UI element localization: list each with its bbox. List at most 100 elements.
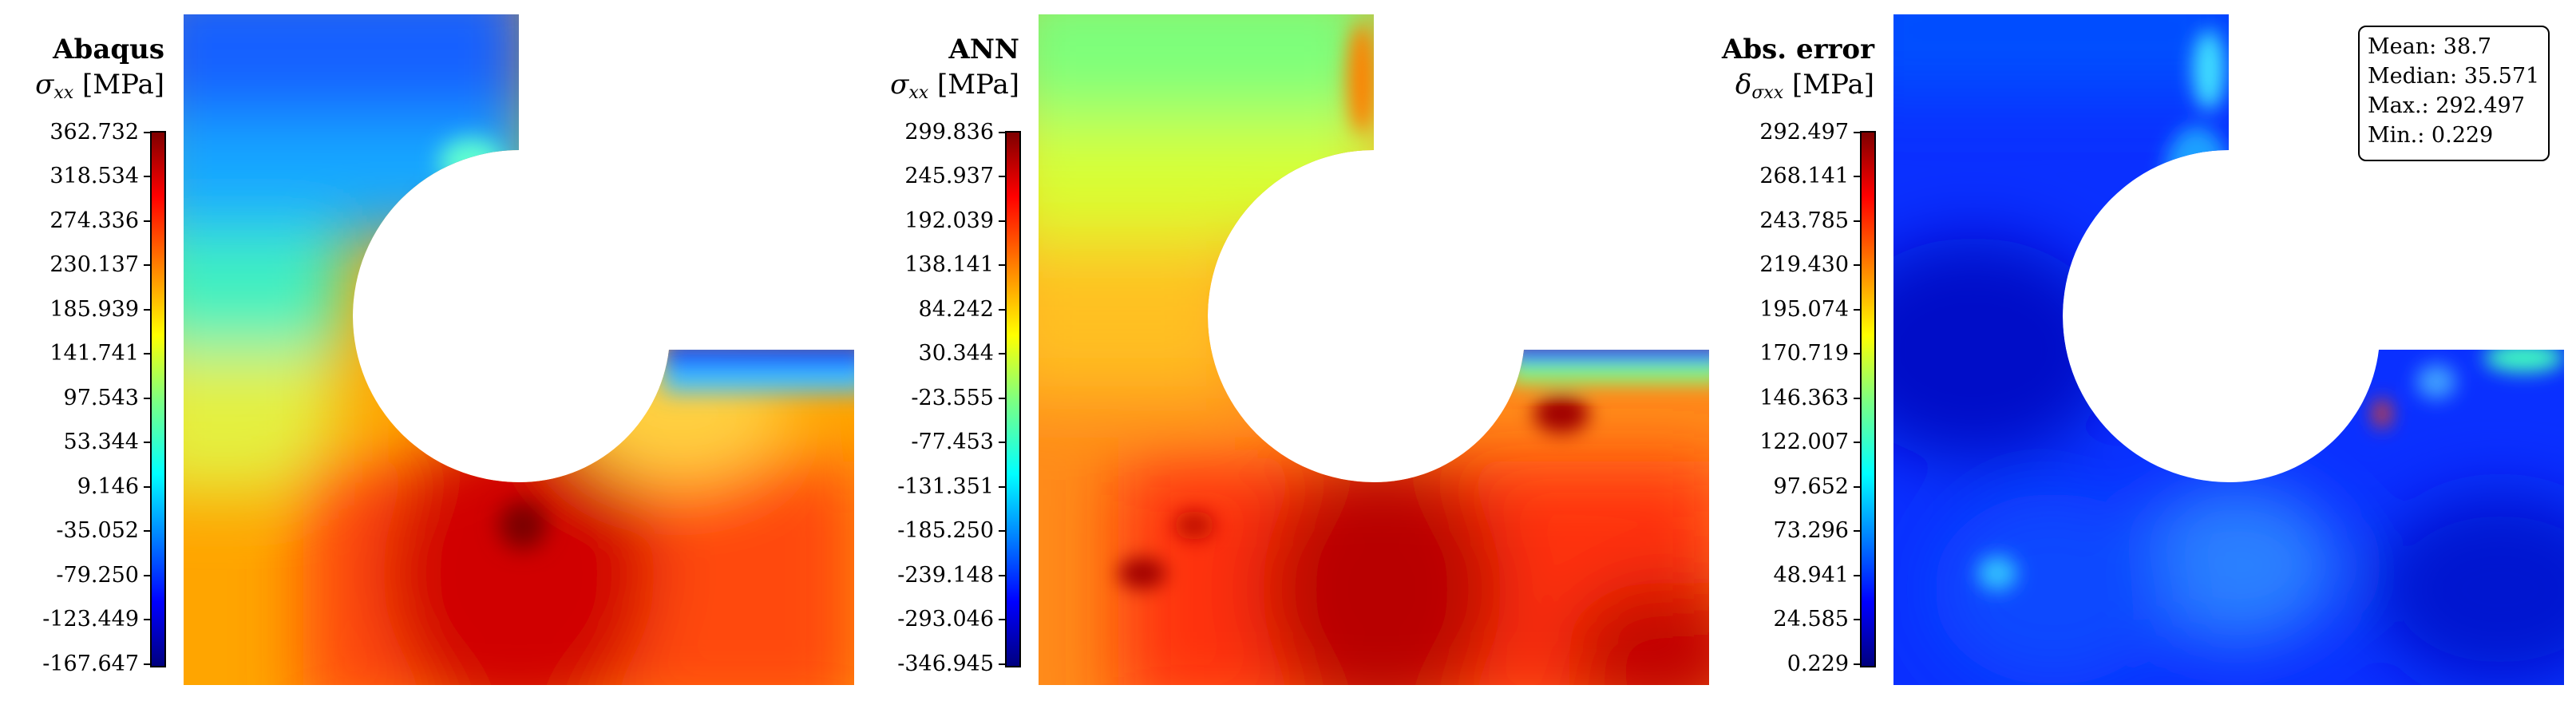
field-region	[1039, 14, 1709, 685]
colorbar-tick-label: -293.046	[897, 607, 994, 632]
colorbar-tick-label: 97.543	[63, 386, 139, 410]
field-patch	[1533, 394, 1589, 434]
colorbar-tick	[1854, 663, 1860, 665]
colorbar	[1005, 131, 1021, 667]
field-patch	[184, 118, 535, 238]
unit-label: [MPa]	[1783, 69, 1874, 101]
quantity-subscript: xx	[908, 83, 929, 103]
colorbar-tick	[1854, 619, 1860, 620]
field-patch	[2484, 343, 2564, 372]
unit-label: [MPa]	[928, 69, 1019, 101]
colorbar-tick	[144, 220, 150, 222]
colorbar-tick	[999, 353, 1005, 354]
colorbar-tick-label: 243.785	[1759, 208, 1849, 233]
field-patch	[2193, 30, 2225, 110]
field-patch	[1118, 557, 1166, 589]
field-patch	[423, 192, 519, 220]
colorbar-tick	[999, 220, 1005, 222]
colorbar	[150, 131, 166, 667]
colorbar-tick	[1854, 220, 1860, 222]
field-patch	[2137, 198, 2193, 214]
colorbar-tick	[144, 309, 150, 311]
field-patch	[1933, 493, 2173, 685]
field-blend	[1893, 14, 2564, 685]
colorbar-tick-label: 9.146	[77, 474, 139, 499]
colorbar-tick-label: 24.585	[1773, 607, 1849, 632]
quantity-subscript: σxx	[1751, 83, 1784, 103]
field-patch	[1977, 556, 2017, 591]
quantity-symbol: σ	[35, 69, 54, 101]
colorbar-tick	[999, 176, 1005, 177]
colorbar-tick	[144, 486, 150, 488]
quantity-label: δσxx [MPa]	[1735, 69, 1874, 103]
colorbar-tick	[1854, 176, 1860, 177]
colorbar-tick	[144, 353, 150, 354]
quantity-symbol: σ	[890, 69, 909, 101]
colorbar-tick-label: 30.344	[918, 341, 994, 366]
colorbar-tick-label: 141.741	[49, 341, 139, 366]
field-patch	[2416, 364, 2456, 399]
colorbar-tick-label: 230.137	[49, 252, 139, 277]
colorbar-tick-label: 292.497	[1759, 120, 1849, 145]
stress-field-plot	[184, 14, 854, 685]
quantity-subscript: xx	[53, 83, 74, 103]
colorbar-tick-label: -77.453	[911, 430, 994, 454]
colorbar-tick	[1854, 530, 1860, 532]
colorbar-tick	[999, 442, 1005, 443]
stat-median: Median: 35.571	[2368, 64, 2540, 89]
field-patch	[2165, 126, 2229, 222]
colorbar-tick	[1854, 309, 1860, 311]
field-patch	[1039, 118, 1390, 246]
colorbar-tick	[999, 486, 1005, 488]
colorbar-tick-label: 0.229	[1787, 651, 1849, 676]
field-patch	[1565, 581, 1709, 685]
field-patch	[1262, 453, 1502, 685]
field-blend	[1039, 14, 1709, 685]
colorbar	[1860, 131, 1876, 667]
field-patch	[2374, 399, 2390, 428]
colorbar-tick-label: 53.344	[63, 430, 139, 454]
field-patch	[1039, 238, 1246, 398]
colorbar-tick-label: 146.363	[1759, 386, 1849, 410]
colorbar-tick-label: -131.351	[897, 474, 994, 499]
colorbar-tick	[999, 398, 1005, 399]
colorbar-tick-label: 219.430	[1759, 252, 1849, 277]
panel-title: ANN	[948, 34, 1019, 65]
colorbar-tick	[999, 663, 1005, 665]
colorbar-tick	[1854, 398, 1860, 399]
colorbar-tick	[144, 663, 150, 665]
field-patch	[184, 14, 535, 134]
stress-field-plot	[1039, 14, 1709, 685]
colorbar-tick-label: -23.555	[911, 386, 994, 410]
quantity-label: σxx [MPa]	[890, 69, 1019, 103]
field-patch	[184, 230, 343, 358]
field-region	[184, 14, 854, 685]
colorbar-tick-label: 170.719	[1759, 341, 1849, 366]
colorbar-tick	[1854, 132, 1860, 133]
field-patch	[1893, 14, 2245, 94]
colorbar-tick-label: 245.937	[904, 164, 994, 188]
field-patch	[2372, 493, 2564, 685]
colorbar-tick-label: -123.449	[42, 607, 139, 632]
colorbar-tick	[999, 264, 1005, 266]
colorbar-tick	[144, 176, 150, 177]
colorbar-tick-label: -79.250	[56, 563, 139, 588]
colorbar-tick	[144, 264, 150, 266]
field-patch	[499, 501, 547, 549]
colorbar-tick	[144, 442, 150, 443]
panel-title: Abs. error	[1721, 34, 1874, 65]
ann-panel: ANN σxx [MPa] 299.836 245.937 192.039 13…	[855, 0, 1709, 701]
field-patch	[383, 422, 655, 685]
field-patch	[1347, 22, 1376, 134]
colorbar-tick	[999, 530, 1005, 532]
colorbar-tick-label: 138.141	[904, 252, 994, 277]
quantity-symbol: δ	[1735, 69, 1752, 101]
error-statistics-box: Mean: 38.7 Median: 35.571 Max.: 292.497 …	[2358, 26, 2550, 161]
colorbar-tick-label: 84.242	[918, 297, 994, 322]
colorbar-tick-label: 318.534	[49, 164, 139, 188]
colorbar-tick-label: 97.652	[1773, 474, 1849, 499]
field-patch	[1039, 14, 1390, 126]
colorbar-tick-label: -346.945	[897, 651, 994, 676]
colorbar-tick-label: -167.647	[42, 651, 139, 676]
colorbar-tick-label: 122.007	[1759, 430, 1849, 454]
